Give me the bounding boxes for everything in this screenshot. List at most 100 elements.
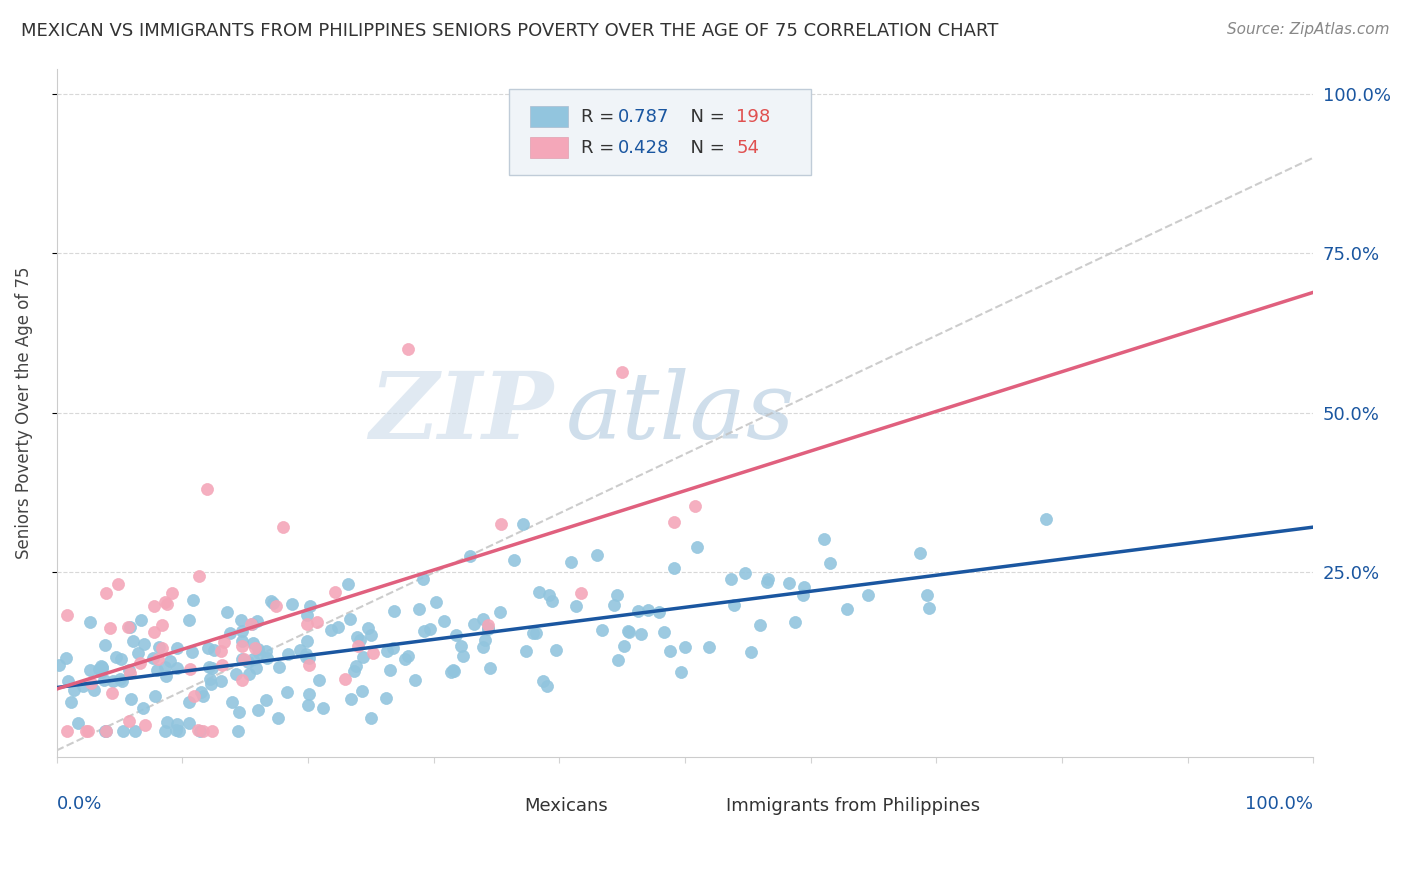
Point (536, 679, 558, 693)
Point (117, 714, 139, 728)
Point (165, 723, 187, 737)
Point (637, 603, 659, 617)
Point (153, 724, 176, 739)
Point (357, 621, 380, 635)
Point (111, 674, 134, 689)
Point (200, 677, 222, 691)
Point (188, 724, 211, 739)
Point (240, 616, 263, 631)
Point (664, 560, 686, 574)
Point (96, 724, 118, 739)
Point (156, 715, 179, 730)
Point (90, 665, 112, 680)
FancyBboxPatch shape (509, 89, 811, 175)
Point (155, 669, 177, 683)
Point (915, 588, 938, 602)
Point (818, 556, 841, 570)
Point (177, 613, 200, 627)
Point (333, 673, 356, 687)
Point (664, 515, 686, 529)
Point (683, 500, 706, 514)
Point (112, 724, 135, 739)
Point (226, 724, 249, 739)
Point (79, 615, 101, 629)
Point (209, 644, 232, 658)
Point (352, 649, 374, 664)
Point (198, 659, 221, 673)
Text: R =: R = (581, 108, 620, 126)
Point (648, 605, 671, 619)
Point (134, 717, 156, 731)
Point (129, 656, 152, 670)
Point (254, 643, 277, 657)
Point (166, 661, 188, 675)
Point (792, 588, 814, 602)
Point (472, 640, 495, 655)
Point (122, 634, 145, 648)
Point (346, 639, 368, 653)
Point (280, 597, 302, 611)
Point (526, 625, 548, 640)
Point (463, 617, 485, 632)
Text: 0.787: 0.787 (619, 108, 669, 126)
Point (179, 695, 201, 709)
Point (183, 689, 205, 703)
Point (242, 651, 264, 665)
Point (630, 627, 652, 641)
Point (266, 711, 288, 725)
Point (527, 584, 550, 599)
Point (412, 624, 434, 638)
Point (522, 625, 544, 640)
Point (150, 617, 173, 632)
Point (271, 520, 294, 534)
Point (477, 618, 499, 632)
Point (697, 640, 720, 654)
Point (512, 516, 534, 531)
Point (756, 572, 779, 586)
Point (294, 650, 316, 665)
Point (723, 598, 745, 612)
Point (471, 612, 494, 626)
Point (453, 648, 475, 663)
Point (90, 659, 112, 673)
Point (343, 664, 366, 678)
Point (247, 642, 270, 657)
Point (146, 663, 169, 677)
Point (179, 716, 201, 731)
Point (295, 647, 318, 661)
Point (308, 673, 330, 687)
Point (603, 599, 626, 613)
Point (918, 601, 941, 615)
Point (200, 724, 222, 739)
Point (288, 642, 311, 657)
Point (56, 673, 79, 688)
Point (100, 622, 122, 636)
Point (686, 540, 709, 554)
Point (349, 632, 371, 647)
Point (267, 659, 290, 673)
Point (477, 621, 499, 635)
Point (375, 690, 398, 705)
Point (80, 676, 103, 690)
Point (652, 625, 675, 640)
Point (91, 661, 114, 675)
Point (1035, 512, 1057, 526)
Point (132, 701, 155, 715)
Point (108, 672, 131, 686)
Point (515, 644, 537, 658)
Point (201, 660, 224, 674)
Point (502, 552, 524, 566)
Point (396, 649, 419, 664)
Text: 54: 54 (737, 138, 759, 157)
Point (166, 640, 188, 655)
Point (188, 568, 211, 582)
Point (398, 342, 420, 356)
Point (323, 585, 346, 599)
Point (155, 660, 177, 674)
Point (360, 711, 382, 725)
Point (245, 641, 267, 656)
Point (127, 647, 149, 661)
Point (443, 665, 465, 679)
Point (361, 647, 384, 661)
Point (190, 685, 212, 699)
